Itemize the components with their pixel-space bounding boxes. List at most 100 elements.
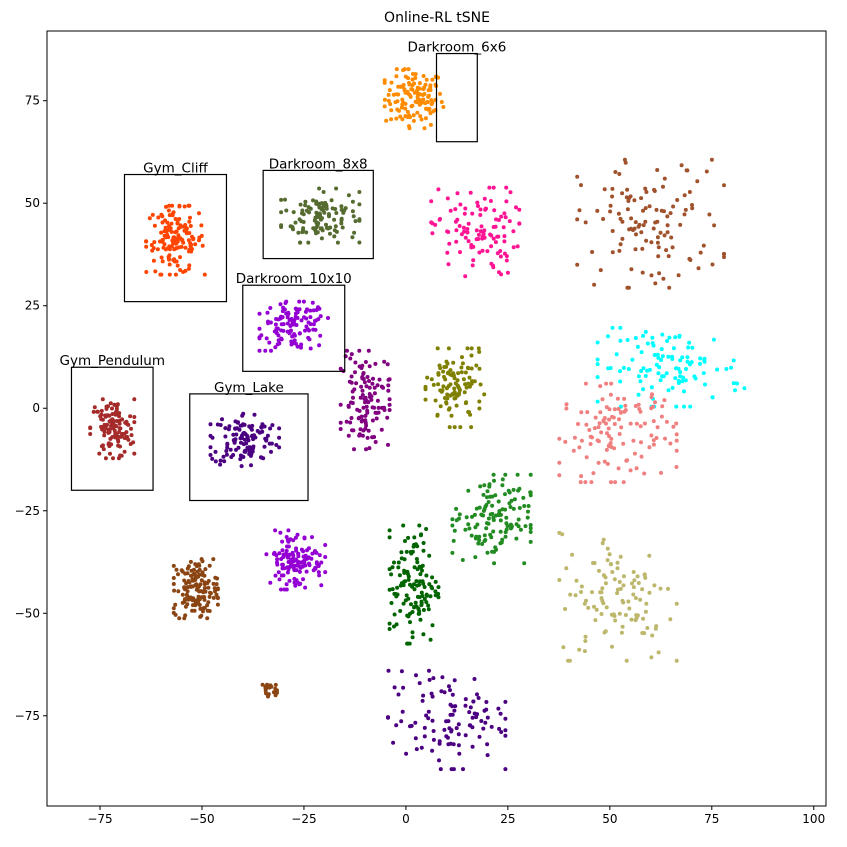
data-point	[526, 509, 530, 514]
data-point	[482, 392, 487, 397]
data-point	[431, 109, 436, 114]
data-point	[199, 578, 204, 583]
data-point	[358, 427, 363, 432]
data-point	[479, 719, 484, 723]
data-point	[152, 240, 157, 245]
data-point	[428, 88, 433, 92]
data-point	[260, 422, 265, 427]
data-point	[616, 211, 621, 216]
data-point	[454, 726, 459, 731]
data-point	[452, 425, 457, 430]
data-point	[463, 733, 468, 738]
data-point	[479, 224, 484, 229]
data-point	[280, 309, 285, 314]
data-point	[177, 217, 182, 221]
data-point	[307, 546, 311, 551]
data-point	[498, 254, 503, 259]
data-point	[491, 236, 496, 241]
data-point	[528, 523, 533, 527]
data-point	[451, 360, 456, 365]
data-point	[478, 213, 483, 217]
data-point	[173, 602, 178, 607]
data-point	[485, 495, 489, 500]
data-point	[655, 168, 660, 172]
data-point	[172, 257, 177, 262]
data-point	[489, 261, 494, 266]
data-point	[99, 408, 104, 413]
data-point	[453, 704, 458, 709]
data-point	[609, 480, 613, 485]
data-point	[296, 560, 301, 565]
data-point	[386, 98, 391, 103]
data-point	[173, 230, 178, 235]
data-point	[608, 562, 613, 566]
data-point	[165, 220, 170, 225]
data-point	[339, 204, 344, 209]
data-point	[307, 337, 312, 342]
data-point	[653, 400, 657, 405]
data-point	[480, 248, 485, 253]
data-point	[605, 461, 610, 466]
data-point	[344, 419, 349, 424]
data-point	[438, 91, 442, 96]
data-point	[390, 587, 395, 592]
data-point	[678, 358, 683, 363]
data-point	[99, 417, 104, 422]
data-point	[498, 711, 503, 716]
data-point	[456, 384, 461, 389]
data-point	[175, 263, 180, 268]
data-point	[414, 747, 419, 752]
data-point	[631, 592, 636, 597]
data-point	[455, 378, 460, 383]
y-tick-label: −75	[15, 709, 40, 723]
data-point	[167, 213, 172, 218]
data-point	[126, 422, 131, 427]
data-point	[445, 229, 450, 234]
data-point	[698, 356, 703, 361]
cluster-18	[260, 682, 279, 699]
data-point	[450, 517, 455, 522]
data-point	[625, 458, 630, 463]
data-point	[634, 466, 639, 471]
data-point	[419, 599, 424, 604]
data-point	[503, 767, 508, 772]
data-point	[671, 204, 676, 209]
data-point	[449, 728, 454, 733]
data-point	[178, 223, 183, 228]
data-point	[504, 515, 509, 520]
data-point	[159, 272, 164, 277]
data-point	[685, 359, 690, 364]
data-point	[371, 376, 375, 381]
data-point	[583, 381, 588, 386]
data-point	[422, 126, 427, 131]
data-point	[160, 259, 165, 264]
data-point	[621, 574, 626, 579]
data-point	[424, 573, 429, 578]
data-point	[349, 374, 354, 379]
data-point	[386, 92, 391, 97]
data-point	[305, 556, 310, 561]
data-point	[310, 300, 315, 305]
data-point	[349, 416, 354, 420]
data-point	[351, 395, 355, 400]
data-point	[710, 262, 715, 267]
data-point	[448, 741, 453, 746]
data-point	[373, 361, 378, 366]
data-point	[321, 190, 326, 194]
data-point	[655, 352, 660, 357]
data-point	[297, 331, 302, 336]
annotation-box-4	[70, 366, 154, 491]
data-point	[472, 379, 477, 384]
data-point	[481, 726, 486, 731]
data-point	[203, 581, 208, 586]
data-point	[304, 208, 309, 213]
data-point	[469, 533, 474, 538]
data-point	[395, 107, 400, 112]
data-point	[275, 688, 279, 693]
data-point	[421, 693, 426, 698]
data-point	[512, 497, 517, 502]
annotation-boxes: Darkroom_6x6Darkroom_8x8Gym_CliffDarkroo…	[60, 40, 506, 502]
data-point	[458, 202, 463, 207]
data-point	[647, 445, 652, 450]
data-point	[193, 577, 198, 582]
